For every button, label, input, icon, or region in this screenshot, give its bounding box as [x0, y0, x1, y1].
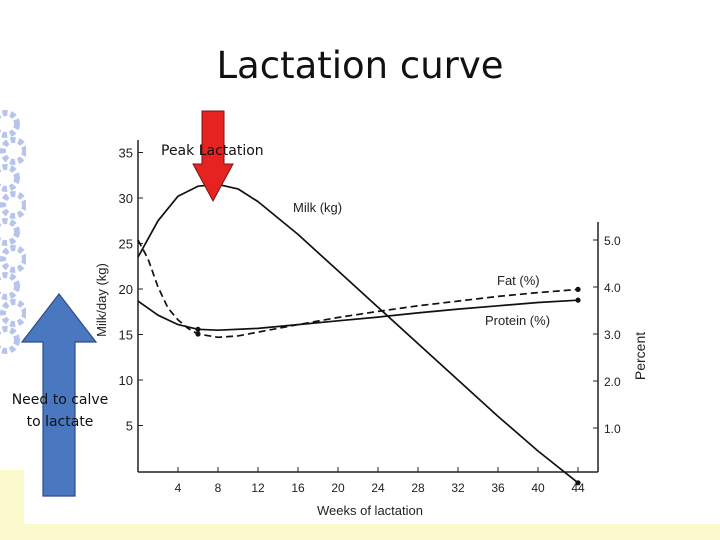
decorative-circle — [0, 299, 26, 327]
y-right-tick-label: 5.0 — [604, 234, 621, 248]
chart-arrows — [20, 110, 234, 497]
milk-line — [137, 183, 579, 484]
y-left-tick-label: 20 — [119, 282, 133, 297]
protein-series-label: Protein (%) — [485, 313, 550, 328]
x-tick-label: 8 — [215, 481, 222, 495]
decorative-circle — [0, 272, 20, 300]
y-left-tick-label: 25 — [119, 237, 133, 252]
x-axis-label: Weeks of lactation — [317, 503, 423, 518]
decorative-circle — [0, 326, 20, 354]
y-right-tick-label: 2.0 — [604, 375, 621, 389]
decorative-circle — [0, 191, 26, 219]
protein-line — [137, 299, 579, 332]
y-right-tick-label: 4.0 — [604, 281, 621, 295]
decorative-circles-icon — [0, 110, 26, 354]
calve-arrow-icon — [20, 293, 98, 497]
y-left-tick-label: 30 — [119, 191, 133, 206]
y-right-axis-label: Percent — [632, 332, 648, 380]
x-tick-label: 44 — [571, 481, 585, 495]
series-end-point — [575, 480, 581, 486]
fat-series-label: Fat (%) — [497, 273, 540, 288]
x-tick-label: 28 — [411, 481, 425, 495]
milk-series-label: Milk (kg) — [293, 200, 342, 215]
slide-title: Lactation curve — [216, 44, 504, 87]
calve-to-lactate-label: Need to calve to lactate — [11, 392, 109, 430]
x-tick-label: 24 — [371, 481, 385, 495]
x-tick-label: 36 — [491, 481, 505, 495]
chart-axes — [137, 140, 599, 473]
series-end-point — [575, 297, 581, 303]
series-point — [195, 331, 201, 337]
y-left-axis-label: Milk/day (kg) — [94, 263, 109, 337]
peak-arrow-icon — [192, 110, 234, 203]
x-tick-label: 16 — [291, 481, 305, 495]
fat-line — [137, 239, 579, 339]
x-tick-label: 32 — [451, 481, 465, 495]
decorative-circle — [0, 137, 26, 165]
x-tick-label: 12 — [251, 481, 265, 495]
y-left-tick-label: 10 — [119, 373, 133, 388]
x-tick-label: 20 — [331, 481, 345, 495]
y-right-tick-label: 1.0 — [604, 422, 621, 436]
decorative-circle — [0, 164, 20, 192]
peak-lactation-label: Peak Lactation — [161, 143, 264, 159]
decorative-yellow-band — [0, 470, 720, 540]
series-point — [195, 326, 201, 332]
y-right-tick-label: 3.0 — [604, 328, 621, 342]
series-end-point — [575, 286, 581, 292]
decorative-circle — [0, 110, 20, 138]
y-left-tick-label: 5 — [126, 419, 133, 434]
decorative-circle — [0, 218, 20, 246]
y-left-tick-label: 15 — [119, 328, 133, 343]
chart-lines — [137, 183, 581, 486]
x-tick-label: 4 — [175, 481, 182, 495]
chart-labels: 4 8 12 16 20 24 28 32 36 40 44 5 10 15 20 25 30 35 1.0 2.0 3… — [94, 146, 648, 519]
x-tick-label: 40 — [531, 481, 545, 495]
decorative-circle — [0, 245, 26, 273]
y-left-tick-label: 35 — [119, 146, 133, 161]
